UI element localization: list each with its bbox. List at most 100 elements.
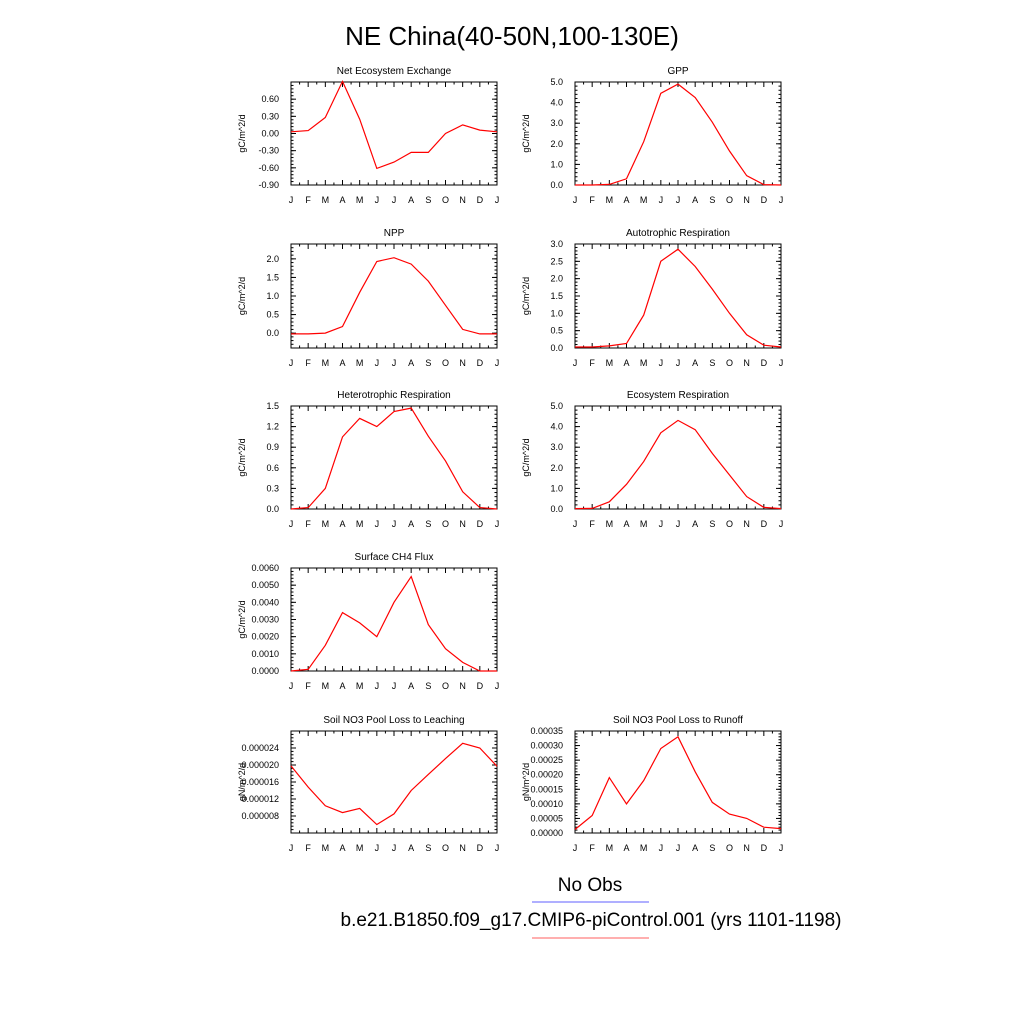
x-tick-label: J <box>289 195 294 205</box>
x-tick-label: S <box>425 195 431 205</box>
x-tick-label: J <box>289 519 294 529</box>
y-tick-label: 1.5 <box>550 291 563 301</box>
x-tick-label: O <box>726 358 733 368</box>
x-tick-label: M <box>356 519 364 529</box>
x-tick-label: M <box>606 519 614 529</box>
x-tick-label: J <box>659 519 664 529</box>
x-tick-label: J <box>659 358 664 368</box>
panel-title: Soil NO3 Pool Loss to Leaching <box>323 715 464 726</box>
y-tick-label: 3.0 <box>550 239 563 249</box>
x-tick-label: A <box>339 519 345 529</box>
x-tick-label: F <box>589 519 595 529</box>
y-tick-label: 1.5 <box>266 272 279 282</box>
y-tick-label: -0.60 <box>258 163 279 173</box>
x-tick-label: O <box>442 681 449 691</box>
series-line <box>291 257 497 335</box>
x-tick-label: J <box>779 358 784 368</box>
y-tick-label: 0.00000 <box>530 828 563 838</box>
x-tick-label: A <box>339 195 345 205</box>
x-tick-label: J <box>392 195 397 205</box>
x-tick-label: J <box>392 681 397 691</box>
x-tick-label: O <box>726 519 733 529</box>
y-axis-label: gC/m^2/d <box>521 438 531 476</box>
y-tick-label: 0.0050 <box>251 580 279 590</box>
series-line <box>574 419 782 510</box>
x-tick-label: O <box>726 195 733 205</box>
x-tick-label: J <box>289 843 294 853</box>
x-tick-label: J <box>779 843 784 853</box>
chart-panel: Soil NO3 Pool Loss to Leaching gN/m^2/d J F… <box>237 715 499 853</box>
y-tick-label: 1.0 <box>550 159 563 169</box>
x-tick-label: N <box>459 519 466 529</box>
x-tick-label: M <box>640 519 648 529</box>
x-tick-label: F <box>305 519 311 529</box>
y-tick-label: 0.6 <box>266 463 279 473</box>
x-tick-label: O <box>442 195 449 205</box>
y-tick-label: 4.0 <box>550 98 563 108</box>
x-tick-label: N <box>743 195 750 205</box>
y-tick-label: 0.000008 <box>241 811 279 821</box>
series-line <box>575 83 782 186</box>
y-tick-label: 0.00035 <box>530 726 563 736</box>
x-tick-label: J <box>659 843 664 853</box>
x-tick-label: J <box>495 681 500 691</box>
y-tick-label: 1.2 <box>266 422 279 432</box>
x-tick-label: F <box>305 681 311 691</box>
x-tick-label: J <box>676 519 681 529</box>
x-tick-label: N <box>459 681 466 691</box>
y-tick-label: 0.00025 <box>530 755 563 765</box>
x-tick-label: N <box>743 843 750 853</box>
x-tick-label: S <box>709 843 715 853</box>
x-tick-label: M <box>322 519 330 529</box>
y-tick-label: 0.9 <box>266 442 279 452</box>
x-tick-label: A <box>408 358 414 368</box>
panel-title: Soil NO3 Pool Loss to Runoff <box>613 715 743 726</box>
x-tick-label: F <box>305 843 311 853</box>
x-tick-label: D <box>477 195 484 205</box>
x-tick-label: A <box>623 843 629 853</box>
x-tick-label: O <box>726 843 733 853</box>
y-tick-label: 0.00030 <box>530 741 563 751</box>
x-tick-label: F <box>589 843 595 853</box>
y-tick-label: 3.0 <box>550 442 563 452</box>
y-tick-label: 0.0060 <box>251 563 279 573</box>
x-tick-label: S <box>709 519 715 529</box>
x-tick-label: M <box>606 843 614 853</box>
y-tick-label: 2.0 <box>266 254 279 264</box>
y-tick-label: -0.30 <box>258 146 279 156</box>
x-tick-label: A <box>623 358 629 368</box>
y-tick-label: 0.00020 <box>530 770 563 780</box>
y-tick-label: 1.0 <box>550 483 563 493</box>
x-tick-label: M <box>322 843 330 853</box>
y-tick-label: 0.0 <box>550 504 563 514</box>
y-tick-label: 0.000020 <box>241 760 279 770</box>
x-tick-label: A <box>339 843 345 853</box>
plot-frame <box>290 81 498 186</box>
x-tick-label: D <box>477 519 484 529</box>
panel-title: GPP <box>667 66 688 77</box>
x-tick-label: J <box>495 843 500 853</box>
x-tick-label: A <box>408 519 414 529</box>
x-tick-label: F <box>589 195 595 205</box>
plot-frame <box>574 81 782 186</box>
y-tick-label: 0.30 <box>261 111 279 121</box>
plot-frame <box>574 405 782 510</box>
x-tick-label: J <box>375 358 380 368</box>
x-tick-label: A <box>623 519 629 529</box>
x-tick-label: N <box>459 195 466 205</box>
y-tick-label: 0.0010 <box>251 649 279 659</box>
x-tick-label: J <box>495 195 500 205</box>
x-tick-label: A <box>339 681 345 691</box>
x-tick-label: M <box>606 358 614 368</box>
x-tick-label: D <box>761 195 768 205</box>
x-tick-label: J <box>573 358 578 368</box>
y-tick-label: 0.0 <box>266 328 279 338</box>
x-tick-label: D <box>477 358 484 368</box>
legend-obs-label: No Obs <box>558 875 622 896</box>
x-tick-label: M <box>356 681 364 691</box>
